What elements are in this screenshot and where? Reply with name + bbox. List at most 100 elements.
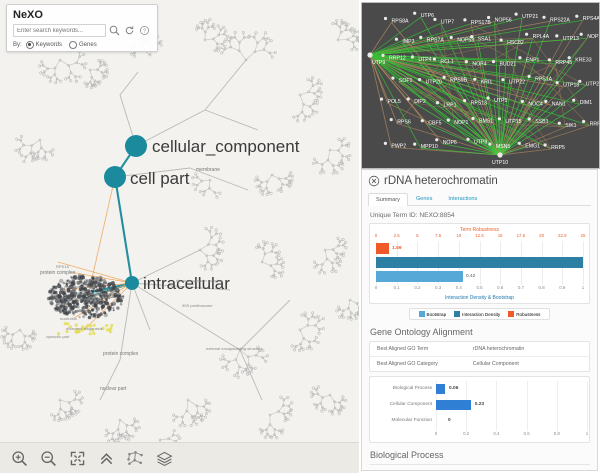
tab-summary[interactable]: Summary [368,193,408,206]
gene-label[interactable]: LRP1 [444,103,457,109]
zoom-out-icon[interactable] [35,445,61,471]
gene-label[interactable]: UTP8 [474,139,487,145]
gene-label[interactable]: HSC82 [507,40,524,46]
gene-label[interactable]: RPL4A [533,34,550,40]
radio-keywords[interactable]: Keywords [25,41,63,49]
legend-bootstrap: Bootstrap [418,311,446,317]
gene-label[interactable]: MSN5 [496,144,511,150]
radio-genes-label: Genes [79,42,97,48]
gene-label[interactable]: RPS9B [450,77,468,83]
gene-label[interactable]: UTP20 [426,80,442,86]
gene-label[interactable]: EMG1 [525,143,540,149]
gene-label[interactable]: RPS7A [427,37,445,43]
gene-label[interactable]: NAN1 [552,101,566,107]
fit-screen-icon[interactable] [64,445,90,471]
gene-hub-label-bottom[interactable]: UTP10 [492,160,508,166]
hub-nodes[interactable] [104,135,147,290]
gene-label[interactable]: NOC4 [528,101,543,107]
gene-label[interactable]: CBF5 [428,121,441,127]
gene-label[interactable]: RPS6 [397,120,411,126]
gene-label[interactable]: NOP14 [587,34,599,40]
radio-genes-dot[interactable] [69,41,78,49]
gene-label[interactable]: UTP22 [509,80,525,86]
collapse-icon[interactable] [93,445,119,471]
gene-label[interactable]: ENP1 [526,58,540,64]
gene-label[interactable]: NOP58 [457,38,474,44]
gene-label[interactable]: BUD21 [500,62,517,68]
term-info-panel[interactable]: rDNA heterochromatin Summary Genes Inter… [361,169,598,471]
gene-network-nodes[interactable] [367,11,586,158]
search-icon[interactable] [108,24,121,37]
node-cell-part[interactable] [104,166,126,188]
gene-label[interactable]: UTP4 [418,57,431,63]
node-cellular-component[interactable] [125,135,147,157]
gene-label[interactable]: UTP15 [505,119,521,125]
help-icon[interactable]: ? [138,24,151,37]
gene-label[interactable]: UTP13 [563,36,579,42]
axis-tick: 17.5 [516,233,526,238]
gene-interaction-network[interactable]: RPS8A UTP6 UTP7 RPS17B NOP56 UTP21 RPS22A RPS4A… [361,2,600,169]
node-intracellular[interactable] [125,276,139,290]
gene-label[interactable]: POL5 [388,99,401,105]
close-circle-icon[interactable] [368,175,380,187]
search-input[interactable] [13,24,106,37]
go-term-key: Best Aligned GO Term [377,346,429,352]
gene-label[interactable]: RRP12 [389,55,406,61]
gene-label[interactable]: UTP18 [563,83,579,89]
radio-genes[interactable]: Genes [69,41,97,49]
gene-label[interactable]: RPS8A [392,19,410,25]
gene-label[interactable]: NOP1 [454,120,468,126]
ontology-network-canvas[interactable]: cellular_component cell part intracellul… [0,0,359,473]
gene-hub-label-left[interactable]: UTP9 [372,60,385,66]
gene-label[interactable]: RRP9 [590,122,599,128]
gene-label[interactable]: SOF1 [399,78,413,84]
refresh-icon[interactable] [123,24,136,37]
gene-label[interactable]: RPS1A [535,76,553,82]
gene-label[interactable]: NOP4 [472,62,486,68]
tab-interactions[interactable]: Interactions [448,196,478,202]
axis-tick: 0.8 [553,431,560,436]
gene-label[interactable]: RPS13 [471,101,488,107]
gene-label[interactable]: KRI1 [481,79,493,85]
gene-network-svg[interactable]: RPS8A UTP6 UTP7 RPS17B NOP56 UTP21 RPS22A RPS4A… [362,3,599,168]
gene-label[interactable]: UTP20 [586,81,599,87]
radio-keywords-dot[interactable] [25,41,34,49]
gene-label[interactable]: BMS1 [479,119,493,125]
gene-label[interactable]: RCL1 [440,59,453,65]
zoom-in-icon[interactable] [6,445,32,471]
gene-label[interactable]: SSA1 [478,37,491,43]
gene-label[interactable]: UTP5 [494,98,507,104]
network-overview-icon[interactable] [122,445,148,471]
gene-label[interactable]: UTP21 [522,14,538,20]
gene-label[interactable]: PWP2 [391,143,406,149]
gene-label[interactable]: UTP6 [421,13,434,19]
gene-label[interactable]: NOP56 [495,18,512,24]
axis-tick: 1 [585,431,589,436]
chart-legend: Bootstrap Interaction Density Robustness [369,308,590,320]
radio-keywords-label: Keywords [35,42,63,48]
axis-tick: 0 [434,431,438,436]
tab-genes[interactable]: Genes [415,196,433,202]
gene-label[interactable]: UTP7 [441,19,454,25]
gene-label[interactable]: KRE33 [575,58,592,64]
ontology-network-svg[interactable]: cellular_component cell part intracellul… [0,0,359,473]
gene-label[interactable]: SIK1 [565,123,576,129]
layers-icon[interactable] [151,445,177,471]
divider [369,464,590,465]
gene-label[interactable]: RPS22A [550,17,570,23]
gene-label[interactable]: DIM1 [580,100,593,106]
gene-label[interactable]: SSB1 [535,119,548,125]
axis-tick: 0 [374,285,378,290]
gene-label[interactable]: RPS17B [471,20,491,26]
tab-bar[interactable]: Summary Genes Interactions [368,192,591,206]
gene-label[interactable]: RRP45 [555,60,572,66]
gene-label[interactable]: DIP2 [414,99,426,105]
network-toolbar[interactable] [0,442,359,473]
search-panel[interactable]: NeXO ? By: Ke [6,4,158,52]
gene-label[interactable]: NOP6 [443,140,457,146]
gene-label[interactable]: RPS4A [583,16,599,22]
go-term-value: rDNA heterochromatin [472,346,525,352]
gene-label[interactable]: RRP5 [551,145,565,151]
gene-label[interactable]: MPP10 [421,144,438,150]
gene-label[interactable]: IMP3 [402,39,414,45]
